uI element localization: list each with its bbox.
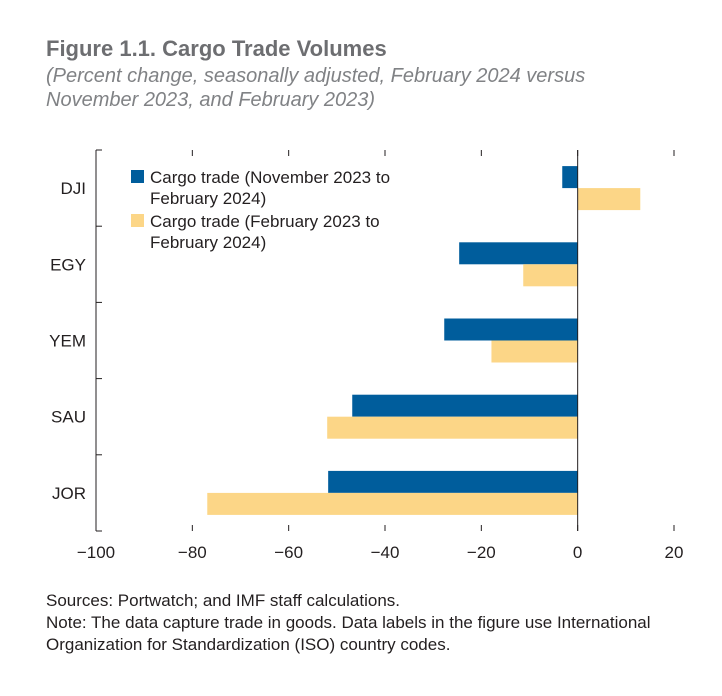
- y-tick-label-sau: SAU: [51, 408, 86, 427]
- x-tick-label: −20: [467, 543, 496, 562]
- bar-sau-series-1: [352, 394, 578, 417]
- note-text: Note: The data capture trade in goods. D…: [46, 613, 651, 654]
- bar-jor-series-2: [207, 492, 578, 515]
- chart-title: Figure 1.1. Cargo Trade Volumes: [46, 36, 387, 61]
- x-tick-label: −100: [77, 543, 115, 562]
- legend-swatch-1: [131, 170, 144, 183]
- y-tick-label-yem: YEM: [49, 332, 86, 351]
- x-tick-label: 20: [665, 543, 684, 562]
- legend-label-2: February 2024): [150, 233, 266, 252]
- bar-sau-series-2: [327, 416, 578, 439]
- bar-jor-series-1: [328, 470, 578, 493]
- x-tick-label: −60: [274, 543, 303, 562]
- bar-egy-series-2: [523, 264, 578, 287]
- x-tick-label: −40: [371, 543, 400, 562]
- y-tick-label-dji: DJI: [61, 179, 87, 198]
- x-tick-label: −80: [178, 543, 207, 562]
- bar-yem-series-1: [444, 318, 578, 341]
- y-tick-label-egy: EGY: [50, 255, 86, 274]
- legend-label-2: Cargo trade (February 2023 to: [150, 212, 380, 231]
- legend-label-1: Cargo trade (November 2023 to: [150, 168, 390, 187]
- legend-label-1: February 2024): [150, 189, 266, 208]
- bar-egy-series-1: [459, 242, 578, 265]
- sources-text: Sources: Portwatch; and IMF staff calcul…: [46, 591, 401, 610]
- bar-yem-series-2: [491, 340, 578, 363]
- chart-subtitle: (Percent change, seasonally adjusted, Fe…: [46, 65, 586, 111]
- chart-notes: Sources: Portwatch; and IMF staff calcul…: [46, 590, 706, 656]
- bar-dji-series-1: [562, 166, 578, 189]
- bar-dji-series-2: [577, 188, 641, 211]
- x-tick-label: 0: [573, 543, 582, 562]
- y-tick-label-jor: JOR: [52, 484, 86, 503]
- legend-swatch-2: [131, 214, 144, 227]
